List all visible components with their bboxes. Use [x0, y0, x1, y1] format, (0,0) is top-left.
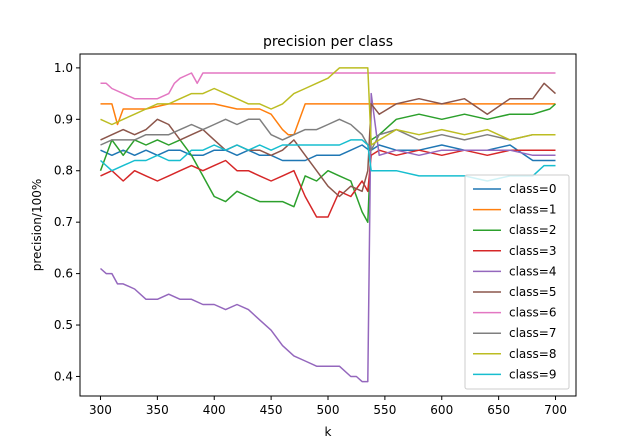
x-tick-label: 650	[487, 403, 510, 417]
legend-label-class-2: class=2	[509, 223, 556, 237]
y-tick-label: 0.7	[54, 215, 73, 229]
legend-label-class-6: class=6	[509, 306, 556, 320]
series-line-class-0	[100, 144, 556, 162]
legend-label-class-4: class=4	[509, 264, 556, 278]
legend: class=0 class=1 class=2 class=3 class=4 class…	[464, 174, 570, 390]
x-axis: 300 350 400 450 500 550 600 650 700	[89, 396, 567, 417]
series-line-class-3	[100, 149, 556, 218]
legend-label-class-8: class=8	[509, 347, 556, 361]
legend-label-class-0: class=0	[509, 182, 556, 196]
series-layer	[99, 67, 557, 383]
chart-title: precision per class	[263, 34, 393, 50]
y-axis: 0.4 0.5 0.6 0.7 0.8 0.9 1.0	[54, 61, 80, 383]
x-tick-label: 700	[544, 403, 567, 417]
series-line-class-9	[99, 139, 556, 182]
legend-label-class-3: class=3	[509, 244, 556, 258]
x-tick-label: 400	[203, 403, 226, 417]
legend-label-class-1: class=1	[509, 203, 556, 217]
series-line-class-4	[99, 92, 556, 383]
x-tick-label: 600	[430, 403, 453, 417]
y-tick-label: 0.8	[54, 164, 73, 178]
y-tick-label: 1.0	[54, 61, 73, 75]
x-axis-label: k	[325, 425, 332, 439]
x-tick-label: 500	[317, 403, 340, 417]
x-tick-label: 550	[373, 403, 396, 417]
y-tick-label: 0.4	[54, 369, 73, 383]
legend-label-class-5: class=5	[509, 285, 556, 299]
series-line-class-5	[100, 82, 557, 198]
legend-box	[464, 174, 570, 390]
legend-label-class-7: class=7	[509, 326, 556, 340]
series-line-class-6	[100, 72, 556, 100]
series-line-class-2	[99, 103, 557, 223]
y-tick-label: 0.5	[54, 318, 73, 332]
series-line-class-7	[100, 118, 556, 151]
legend-label-class-9: class=9	[509, 367, 556, 381]
x-tick-label: 300	[89, 403, 112, 417]
x-tick-label: 450	[260, 403, 283, 417]
x-tick-label: 350	[146, 403, 169, 417]
y-tick-label: 0.6	[54, 267, 73, 281]
series-line-class-8	[100, 67, 556, 146]
y-axis-label: precision/100%	[30, 179, 44, 271]
y-tick-label: 0.9	[54, 112, 73, 126]
